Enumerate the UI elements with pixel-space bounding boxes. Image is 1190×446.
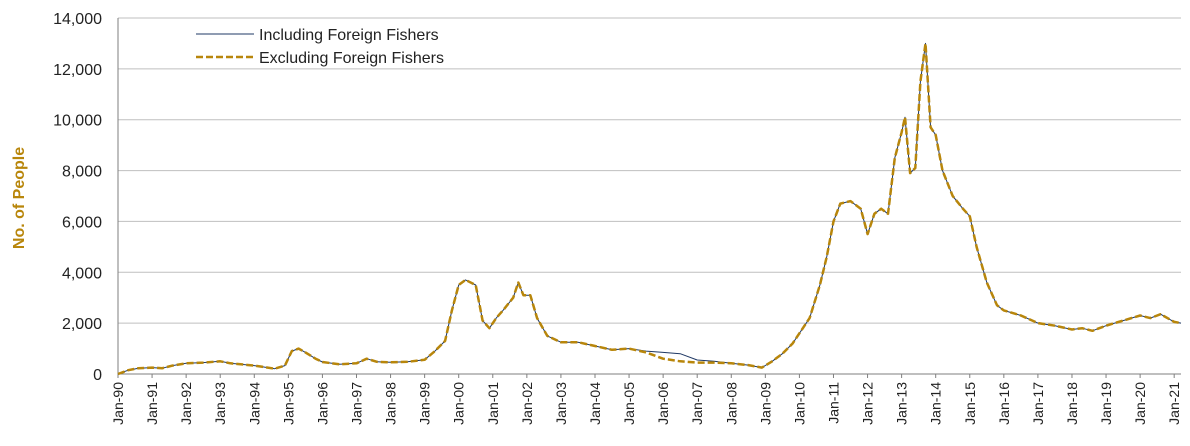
x-tick-label: Jan-16 [996,382,1012,425]
x-tick-label: Jan-98 [383,382,399,425]
x-tick-label: Jan-01 [485,382,501,425]
y-tick-label: 6,000 [62,214,102,231]
x-tick-label: Jan-12 [860,382,876,425]
x-tick-label: Jan-02 [519,382,535,425]
y-tick-label: 14,000 [53,11,102,28]
x-tick-label: Jan-14 [928,382,944,425]
x-tick-label: Jan-15 [962,382,978,425]
x-tick-label: Jan-20 [1132,382,1148,425]
x-tick-label: Jan-94 [246,382,262,425]
y-tick-label: 2,000 [62,316,102,333]
legend-label-excluding-foreign-fishers: Excluding Foreign Fishers [259,50,444,67]
x-tick-label: Jan-05 [621,382,637,425]
gridlines [118,17,1181,324]
x-tick-label: Jan-03 [553,382,569,425]
x-tick-label: Jan-06 [655,382,671,425]
series-lines [117,42,1182,376]
x-tick-label: Jan-17 [1030,382,1046,425]
y-axis-tick-labels: 0 2,000 4,000 6,000 8,000 10,000 12,000 14,000 [53,11,102,384]
y-axis-label: No. of People [11,147,28,249]
x-tick-label: Jan-93 [212,382,228,425]
series-line-excluding-foreign-fishers [117,42,1182,376]
x-tick-label: Jan-07 [689,382,705,425]
x-tick-label: Jan-95 [280,382,296,425]
x-tick-label: Jan-21 [1166,382,1182,425]
series-line-including-foreign-fishers [117,42,1182,375]
x-tick-label: Jan-18 [1064,382,1080,425]
y-tick-label: 0 [93,367,102,384]
x-tick-label: Jan-96 [314,382,330,425]
legend: Including Foreign Fishers Excluding Fore… [196,27,444,67]
x-tick-label: Jan-09 [757,382,773,425]
x-tick-label: Jan-90 [110,382,126,425]
x-tick-label: Jan-08 [723,382,739,425]
x-tick-label: Jan-92 [178,382,194,425]
x-tick-label: Jan-00 [451,382,467,425]
x-tick-label: Jan-97 [348,382,364,425]
x-tick-label: Jan-19 [1098,382,1114,425]
x-axis-tick-labels: Jan-90 Jan-91 Jan-92 Jan-93 Jan-94 Jan-95 Jan-… [110,374,1182,425]
legend-label-including-foreign-fishers: Including Foreign Fishers [259,27,439,44]
x-tick-label: Jan-91 [144,382,160,425]
y-tick-label: 12,000 [53,62,102,79]
y-tick-label: 4,000 [62,265,102,282]
y-tick-label: 10,000 [53,113,102,130]
x-tick-label: Jan-99 [417,382,433,425]
x-tick-label: Jan-04 [587,382,603,425]
x-tick-label: Jan-11 [825,382,841,424]
x-tick-label: Jan-10 [791,382,807,425]
x-tick-label: Jan-13 [894,382,910,425]
y-tick-label: 8,000 [62,164,102,181]
